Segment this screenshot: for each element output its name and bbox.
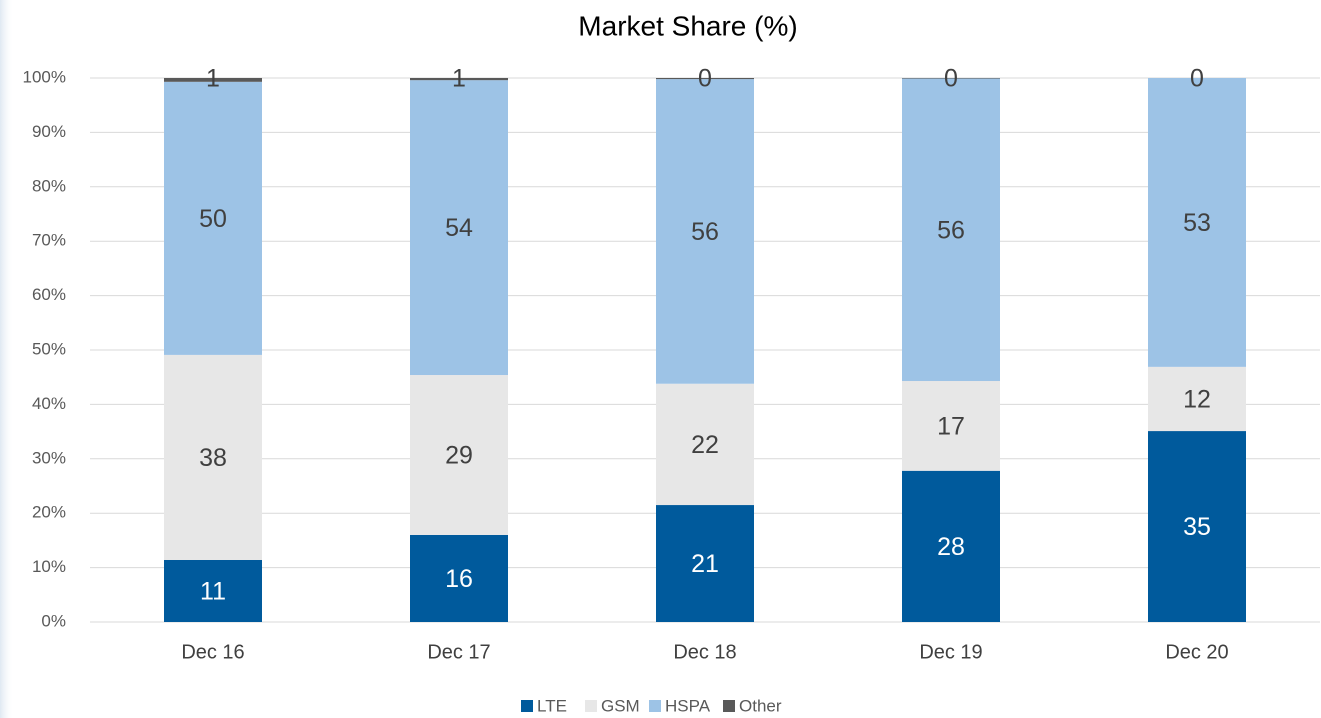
chart-title: Market Share (%)	[578, 10, 797, 41]
bar-segment	[1148, 366, 1246, 432]
data-label: 21	[691, 550, 719, 578]
y-tick-label: 80%	[32, 176, 66, 195]
x-tick-label: Dec 18	[673, 641, 736, 663]
y-tick-label: 40%	[32, 394, 66, 413]
y-tick-label: 50%	[32, 339, 66, 358]
x-tick-label: Dec 17	[427, 641, 490, 663]
y-tick-label: 90%	[32, 122, 66, 141]
legend-swatch	[521, 700, 533, 712]
y-tick-label: 20%	[32, 503, 66, 522]
data-label: 28	[937, 533, 965, 561]
x-tick-label: Dec 20	[1165, 641, 1228, 663]
bar-segment	[1148, 431, 1246, 622]
data-label: 17	[937, 412, 965, 440]
bar-segment	[164, 354, 262, 560]
data-label: 38	[199, 444, 227, 472]
data-label: 54	[445, 214, 473, 242]
data-label: 29	[445, 442, 473, 470]
bar-segment	[902, 470, 1000, 622]
bar-segment	[410, 375, 508, 535]
data-label: 56	[691, 218, 719, 246]
data-label: 12	[1183, 386, 1211, 414]
y-tick-label: 100%	[23, 67, 66, 86]
edge-shade	[0, 0, 14, 718]
data-label: 35	[1183, 513, 1211, 541]
data-label: 1	[452, 65, 466, 93]
data-label: 0	[1190, 65, 1204, 93]
legend-swatch	[723, 700, 735, 712]
bar-segment	[410, 78, 508, 81]
legend-label: LTE	[537, 696, 567, 715]
bar-segment	[164, 78, 262, 82]
data-label: 11	[200, 578, 226, 606]
data-label: 16	[445, 565, 473, 593]
y-tick-label: 70%	[32, 231, 66, 250]
data-label: 0	[944, 65, 958, 93]
legend-label: GSM	[601, 696, 640, 715]
bar-segment	[902, 381, 1000, 471]
bar-segment	[164, 81, 262, 355]
legend-label: HSPA	[665, 696, 711, 715]
legend-swatch	[649, 700, 661, 712]
data-label: 53	[1183, 209, 1211, 237]
bar-segment	[410, 80, 508, 376]
bar-segment	[164, 559, 262, 622]
bar-segment	[902, 78, 1000, 79]
data-label: 56	[937, 216, 965, 244]
y-tick-label: 60%	[32, 285, 66, 304]
y-tick-label: 10%	[32, 557, 66, 576]
bar-segment	[656, 79, 754, 384]
data-label: 1	[206, 65, 220, 93]
bar-segment	[410, 534, 508, 622]
bar-segment	[656, 78, 754, 80]
legend-swatch	[585, 700, 597, 712]
legend-label: Other	[739, 696, 782, 715]
data-label: 22	[691, 431, 719, 459]
data-label: 0	[698, 65, 712, 93]
x-tick-label: Dec 16	[181, 641, 244, 663]
bar-segment	[656, 383, 754, 506]
y-tick-label: 30%	[32, 448, 66, 467]
bar-segment	[656, 505, 754, 622]
x-tick-label: Dec 19	[919, 641, 982, 663]
bar-segment	[902, 78, 1000, 382]
bar-segment	[1148, 78, 1246, 367]
y-tick-label: 0%	[41, 611, 66, 630]
data-label: 50	[199, 205, 227, 233]
